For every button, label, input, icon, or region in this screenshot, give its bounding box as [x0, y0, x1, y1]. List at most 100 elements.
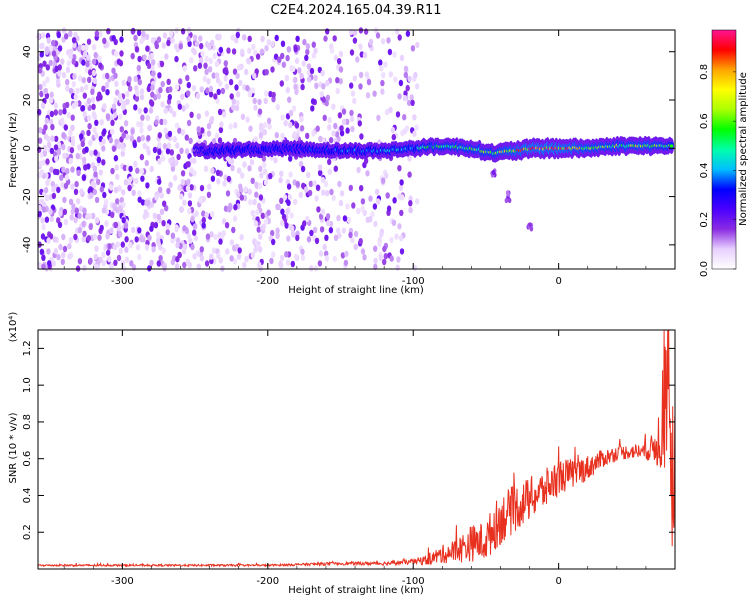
noise-speckle: [93, 51, 98, 59]
noise-speckle: [58, 109, 63, 116]
noise-speckle: [67, 243, 72, 250]
noise-speckle: [397, 223, 402, 230]
noise-speckle: [288, 155, 293, 162]
noise-speckle: [139, 235, 144, 243]
noise-speckle: [387, 48, 393, 56]
noise-speckle: [193, 234, 199, 242]
noise-speckle: [144, 159, 149, 167]
noise-speckle: [218, 46, 224, 54]
snr-frame: [37, 329, 676, 570]
noise-speckle: [134, 177, 139, 185]
noise-speckle: [166, 39, 171, 47]
noise-speckle: [105, 249, 111, 256]
noise-speckle: [107, 243, 112, 250]
snr-background: [38, 330, 675, 569]
noise-speckle: [408, 200, 413, 207]
noise-speckle: [113, 155, 119, 162]
noise-speckle: [412, 114, 417, 121]
noise-speckle: [295, 35, 300, 42]
noise-speckle: [309, 265, 314, 272]
noise-speckle: [339, 130, 345, 137]
noise-speckle: [324, 100, 329, 107]
noise-speckle: [160, 80, 165, 88]
noise-speckle: [145, 114, 150, 122]
noise-speckle: [57, 45, 63, 52]
spectrogram-x-tick-label: 0: [555, 276, 561, 287]
noise-speckle: [316, 206, 321, 213]
noise-speckle: [99, 119, 104, 126]
noise-speckle: [151, 59, 156, 66]
noise-speckle: [37, 204, 42, 212]
noise-speckle: [92, 126, 97, 134]
noise-speckle: [397, 34, 402, 41]
noise-speckle: [214, 60, 219, 68]
noise-speckle: [111, 145, 117, 152]
noise-speckle: [131, 189, 136, 196]
colorbar-label: Normalized spectral amplitude: [738, 72, 749, 226]
noise-speckle: [137, 107, 142, 115]
noise-speckle: [88, 186, 93, 193]
noise-speckle: [102, 103, 107, 110]
noise-speckle: [245, 116, 250, 123]
noise-speckle: [85, 213, 90, 221]
noise-speckle: [305, 132, 310, 140]
noise-speckle: [172, 110, 177, 118]
noise-speckle: [305, 43, 311, 50]
noise-speckle: [335, 87, 340, 95]
noise-speckle: [140, 134, 145, 142]
noise-speckle: [45, 158, 50, 165]
noise-speckle: [232, 68, 238, 75]
noise-speckle: [129, 135, 134, 142]
noise-speckle: [197, 62, 203, 69]
noise-speckle: [402, 114, 407, 121]
noise-speckle: [123, 120, 129, 127]
noise-speckle: [333, 122, 338, 130]
noise-speckle: [231, 98, 236, 105]
noise-speckle: [204, 55, 209, 63]
noise-speckle: [259, 172, 264, 179]
noise-speckle: [186, 178, 191, 185]
noise-speckle: [156, 260, 161, 267]
noise-speckle: [149, 201, 154, 208]
noise-speckle: [157, 141, 162, 149]
noise-speckle: [168, 107, 174, 114]
noise-speckle: [137, 253, 142, 261]
noise-speckle: [182, 261, 187, 269]
noise-speckle: [184, 134, 189, 141]
noise-speckle: [258, 132, 264, 139]
noise-speckle: [318, 135, 323, 143]
colorbar-gradient: [712, 30, 736, 269]
noise-speckle: [86, 97, 92, 105]
noise-speckle: [82, 111, 87, 118]
noise-speckle: [263, 179, 269, 186]
noise-speckle: [157, 178, 162, 185]
noise-speckle: [218, 257, 223, 264]
noise-speckle: [332, 35, 337, 42]
noise-speckle: [253, 136, 258, 143]
noise-speckle: [335, 77, 340, 84]
noise-speckle: [315, 184, 321, 191]
noise-speckle: [250, 177, 255, 184]
ridge-core: [669, 144, 674, 148]
noise-speckle: [224, 222, 230, 229]
noise-speckle: [123, 179, 129, 186]
snr-x-ticks: -300 -200 -100 0: [63, 330, 676, 587]
noise-speckle: [172, 136, 177, 143]
noise-speckle: [386, 37, 391, 44]
noise-speckle: [160, 101, 165, 108]
noise-speckle: [324, 234, 329, 241]
noise-speckle: [177, 251, 182, 259]
noise-speckle: [281, 61, 286, 68]
noise-speckle: [210, 167, 215, 174]
noise-speckle: [340, 252, 346, 259]
noise-speckle: [276, 203, 281, 211]
noise-speckle: [319, 91, 324, 98]
noise-speckle: [93, 149, 98, 156]
noise-speckle: [269, 257, 274, 265]
noise-speckle: [291, 105, 297, 112]
noise-speckle: [110, 211, 115, 218]
noise-speckle: [186, 90, 191, 97]
noise-speckle: [216, 252, 221, 260]
noise-speckle: [179, 193, 184, 200]
noise-speckle: [229, 158, 235, 165]
